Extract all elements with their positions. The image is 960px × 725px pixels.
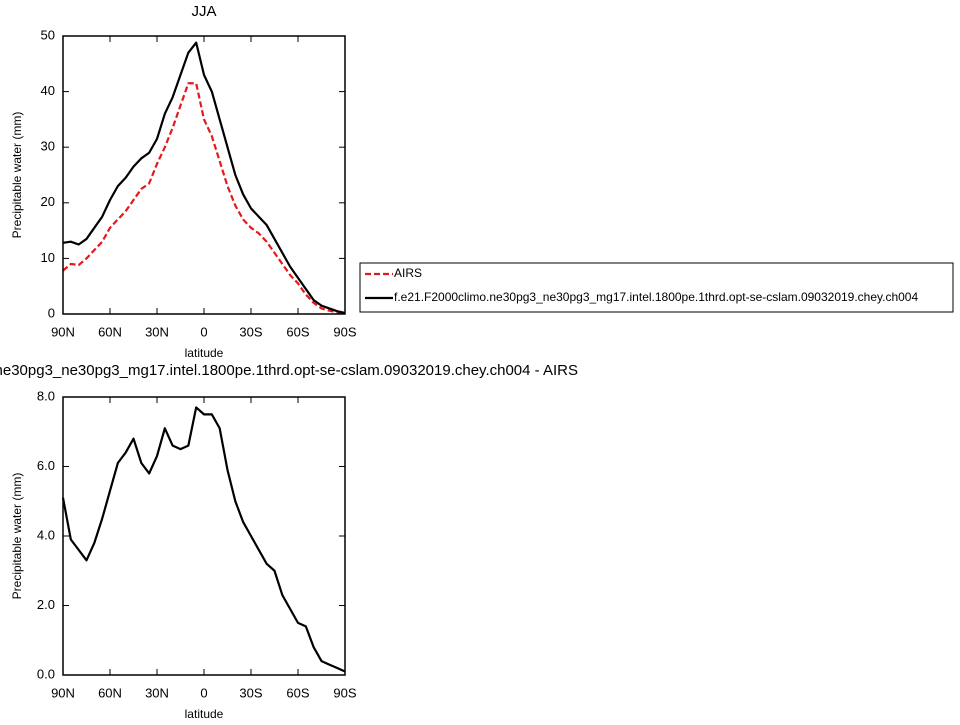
x-tick-label: 90N: [51, 324, 75, 339]
x-tick-label: 30S: [239, 685, 262, 700]
y-axis-title: Precipitable water (mm): [10, 112, 24, 239]
y-tick-label: 20: [41, 194, 55, 209]
y-tick-label: 10: [41, 250, 55, 265]
series-line: [62, 82, 346, 316]
series-line: [62, 41, 346, 314]
y-tick-label: 4.0: [37, 527, 55, 542]
x-tick-label: 90S: [333, 685, 356, 700]
x-tick-label: 60N: [98, 324, 122, 339]
plot-frame: [62, 35, 346, 315]
x-tick-label: 30N: [145, 324, 169, 339]
x-tick-label: 0: [200, 685, 207, 700]
x-tick-label: 60S: [286, 324, 309, 339]
y-tick-label: 0: [48, 305, 55, 320]
chart-title: JJA: [191, 3, 216, 20]
x-axis-title: latitude: [185, 346, 224, 360]
x-tick-label: 60S: [286, 685, 309, 700]
legend-label: f.e21.F2000climo.ne30pg3_ne30pg3_mg17.in…: [394, 290, 918, 304]
y-tick-label: 8.0: [37, 388, 55, 403]
x-tick-label: 60N: [98, 685, 122, 700]
y-tick-label: 40: [41, 83, 55, 98]
x-tick-label: 30N: [145, 685, 169, 700]
chart-title: f.e21.F2000climo.ne30pg3_ne30pg3_mg17.in…: [0, 362, 578, 379]
legend-label: AIRS: [394, 266, 422, 280]
x-axis-title: latitude: [185, 707, 224, 721]
legend-box: [359, 262, 954, 313]
series-line: [61, 406, 346, 673]
x-tick-label: 0: [200, 324, 207, 339]
y-tick-label: 6.0: [37, 458, 55, 473]
y-tick-label: 0.0: [37, 666, 55, 681]
x-tick-label: 90S: [333, 324, 356, 339]
y-tick-label: 30: [41, 139, 55, 154]
plot-frame: [62, 396, 346, 676]
y-tick-label: 50: [41, 27, 55, 42]
y-axis-title: Precipitable water (mm): [10, 473, 24, 600]
x-tick-label: 30S: [239, 324, 262, 339]
x-tick-label: 90N: [51, 685, 75, 700]
y-tick-label: 2.0: [37, 597, 55, 612]
